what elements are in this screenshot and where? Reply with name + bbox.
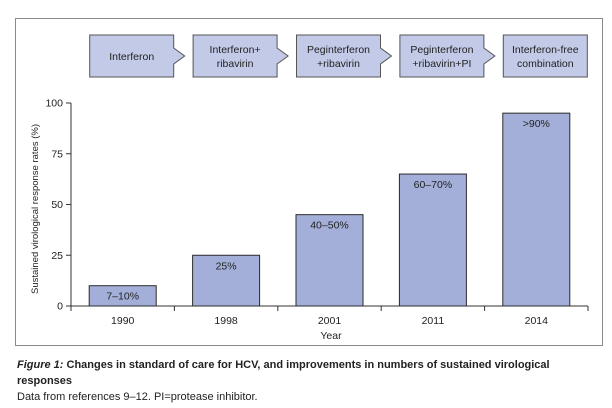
x-tick-label: 2011 (422, 315, 445, 327)
stage-label: ribavirin (217, 58, 254, 70)
stage-arrow (89, 34, 186, 78)
x-tick-label: 1990 (111, 315, 135, 327)
x-tick-label: 2001 (318, 315, 342, 327)
y-axis-title: Sustained virological response rates (%) (30, 124, 41, 294)
bar-value-label: 60–70% (414, 179, 453, 191)
stage-label: combination (517, 58, 574, 70)
stage-label: Peginterferon (410, 44, 473, 56)
bar-value-label: 25% (216, 260, 237, 272)
figure-frame: Interferon Interferon+ ribavirin Peginterfe… (15, 18, 603, 346)
stage-label: Peginterferon (307, 44, 370, 56)
bar-value-label: 7–10% (106, 291, 139, 303)
caption-title-line: Figure 1: Changes in standard of care fo… (17, 357, 607, 389)
stage-label: Interferon+ (210, 44, 261, 56)
stage-label: Interferon-free (512, 44, 579, 56)
x-tick-label: 1998 (214, 315, 238, 327)
stage-arrow (192, 34, 289, 78)
bar-2011 (398, 173, 467, 307)
bar-2014 (502, 112, 571, 307)
chart-bars: 7–10% 1990 25% 1998 40–50% 2001 60–70% 2011 >90%… (88, 112, 571, 327)
y-tick-label: 0 (57, 301, 63, 313)
stage-label: +ribavirin+PI (412, 58, 471, 70)
bar-2001 (295, 214, 364, 307)
y-tick-label: 50 (51, 199, 63, 211)
figure-caption: Figure 1: Changes in standard of care fo… (17, 357, 607, 405)
bar-1998 (192, 254, 261, 307)
bar-value-label: 40–50% (310, 220, 349, 232)
y-tick-label: 25 (51, 250, 63, 262)
bar-value-label: >90% (523, 118, 550, 130)
y-tick-label: 75 (51, 148, 63, 160)
stage-arrow (296, 34, 393, 78)
chart: Interferon Interferon+ ribavirin Peginterfe… (30, 34, 589, 342)
caption-note: Data from references 9–12. PI=protease i… (17, 391, 258, 403)
figure-label: Figure 1: (17, 359, 64, 371)
x-tick-label: 2014 (525, 315, 549, 327)
x-axis-title: Year (320, 330, 342, 342)
stage-label: Interferon (109, 51, 154, 63)
bar-1990 (88, 285, 157, 307)
y-tick-label: 100 (45, 98, 63, 110)
stage-arrow (399, 34, 496, 78)
caption-title: Changes in standard of care for HCV, and… (17, 359, 550, 387)
stage-arrow (502, 34, 588, 78)
treatment-stages: Interferon Interferon+ ribavirin Peginterfe… (89, 34, 588, 78)
stage-label: +ribavirin (317, 58, 360, 70)
